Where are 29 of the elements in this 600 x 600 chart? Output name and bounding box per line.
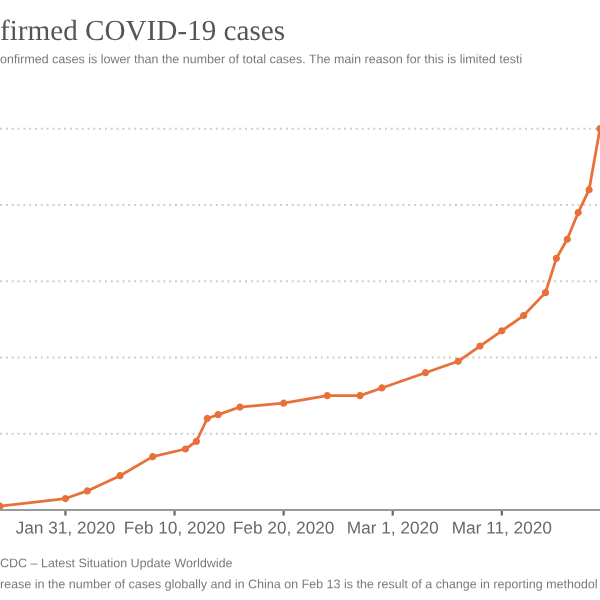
point [203, 414, 211, 423]
point [61, 494, 70, 503]
point [192, 437, 200, 445]
point [520, 311, 528, 320]
x-tick-label: Feb 10, 2020 [125, 521, 225, 536]
point [236, 403, 244, 411]
x-tick-label: Mar 1, 2020 [348, 521, 439, 536]
x-tick-label: Feb 20, 2020 [234, 521, 334, 536]
point [585, 186, 593, 194]
point [454, 357, 462, 365]
point [280, 399, 288, 407]
point [214, 411, 222, 419]
point [83, 487, 91, 495]
point [356, 391, 364, 400]
chart-title: firmed COVID-19 cases [0, 19, 285, 41]
point [552, 254, 560, 262]
x-tick-label: Jan 31, 2020 [15, 521, 115, 536]
point [421, 369, 430, 377]
point [541, 289, 550, 297]
point [116, 472, 124, 480]
point [498, 327, 506, 335]
x-tick-label: Mar 11, 2020 [453, 521, 552, 536]
point [149, 453, 157, 461]
point [476, 342, 484, 350]
point [574, 208, 582, 217]
point [181, 445, 190, 453]
point [378, 384, 386, 392]
point [563, 235, 571, 243]
point [323, 391, 331, 400]
